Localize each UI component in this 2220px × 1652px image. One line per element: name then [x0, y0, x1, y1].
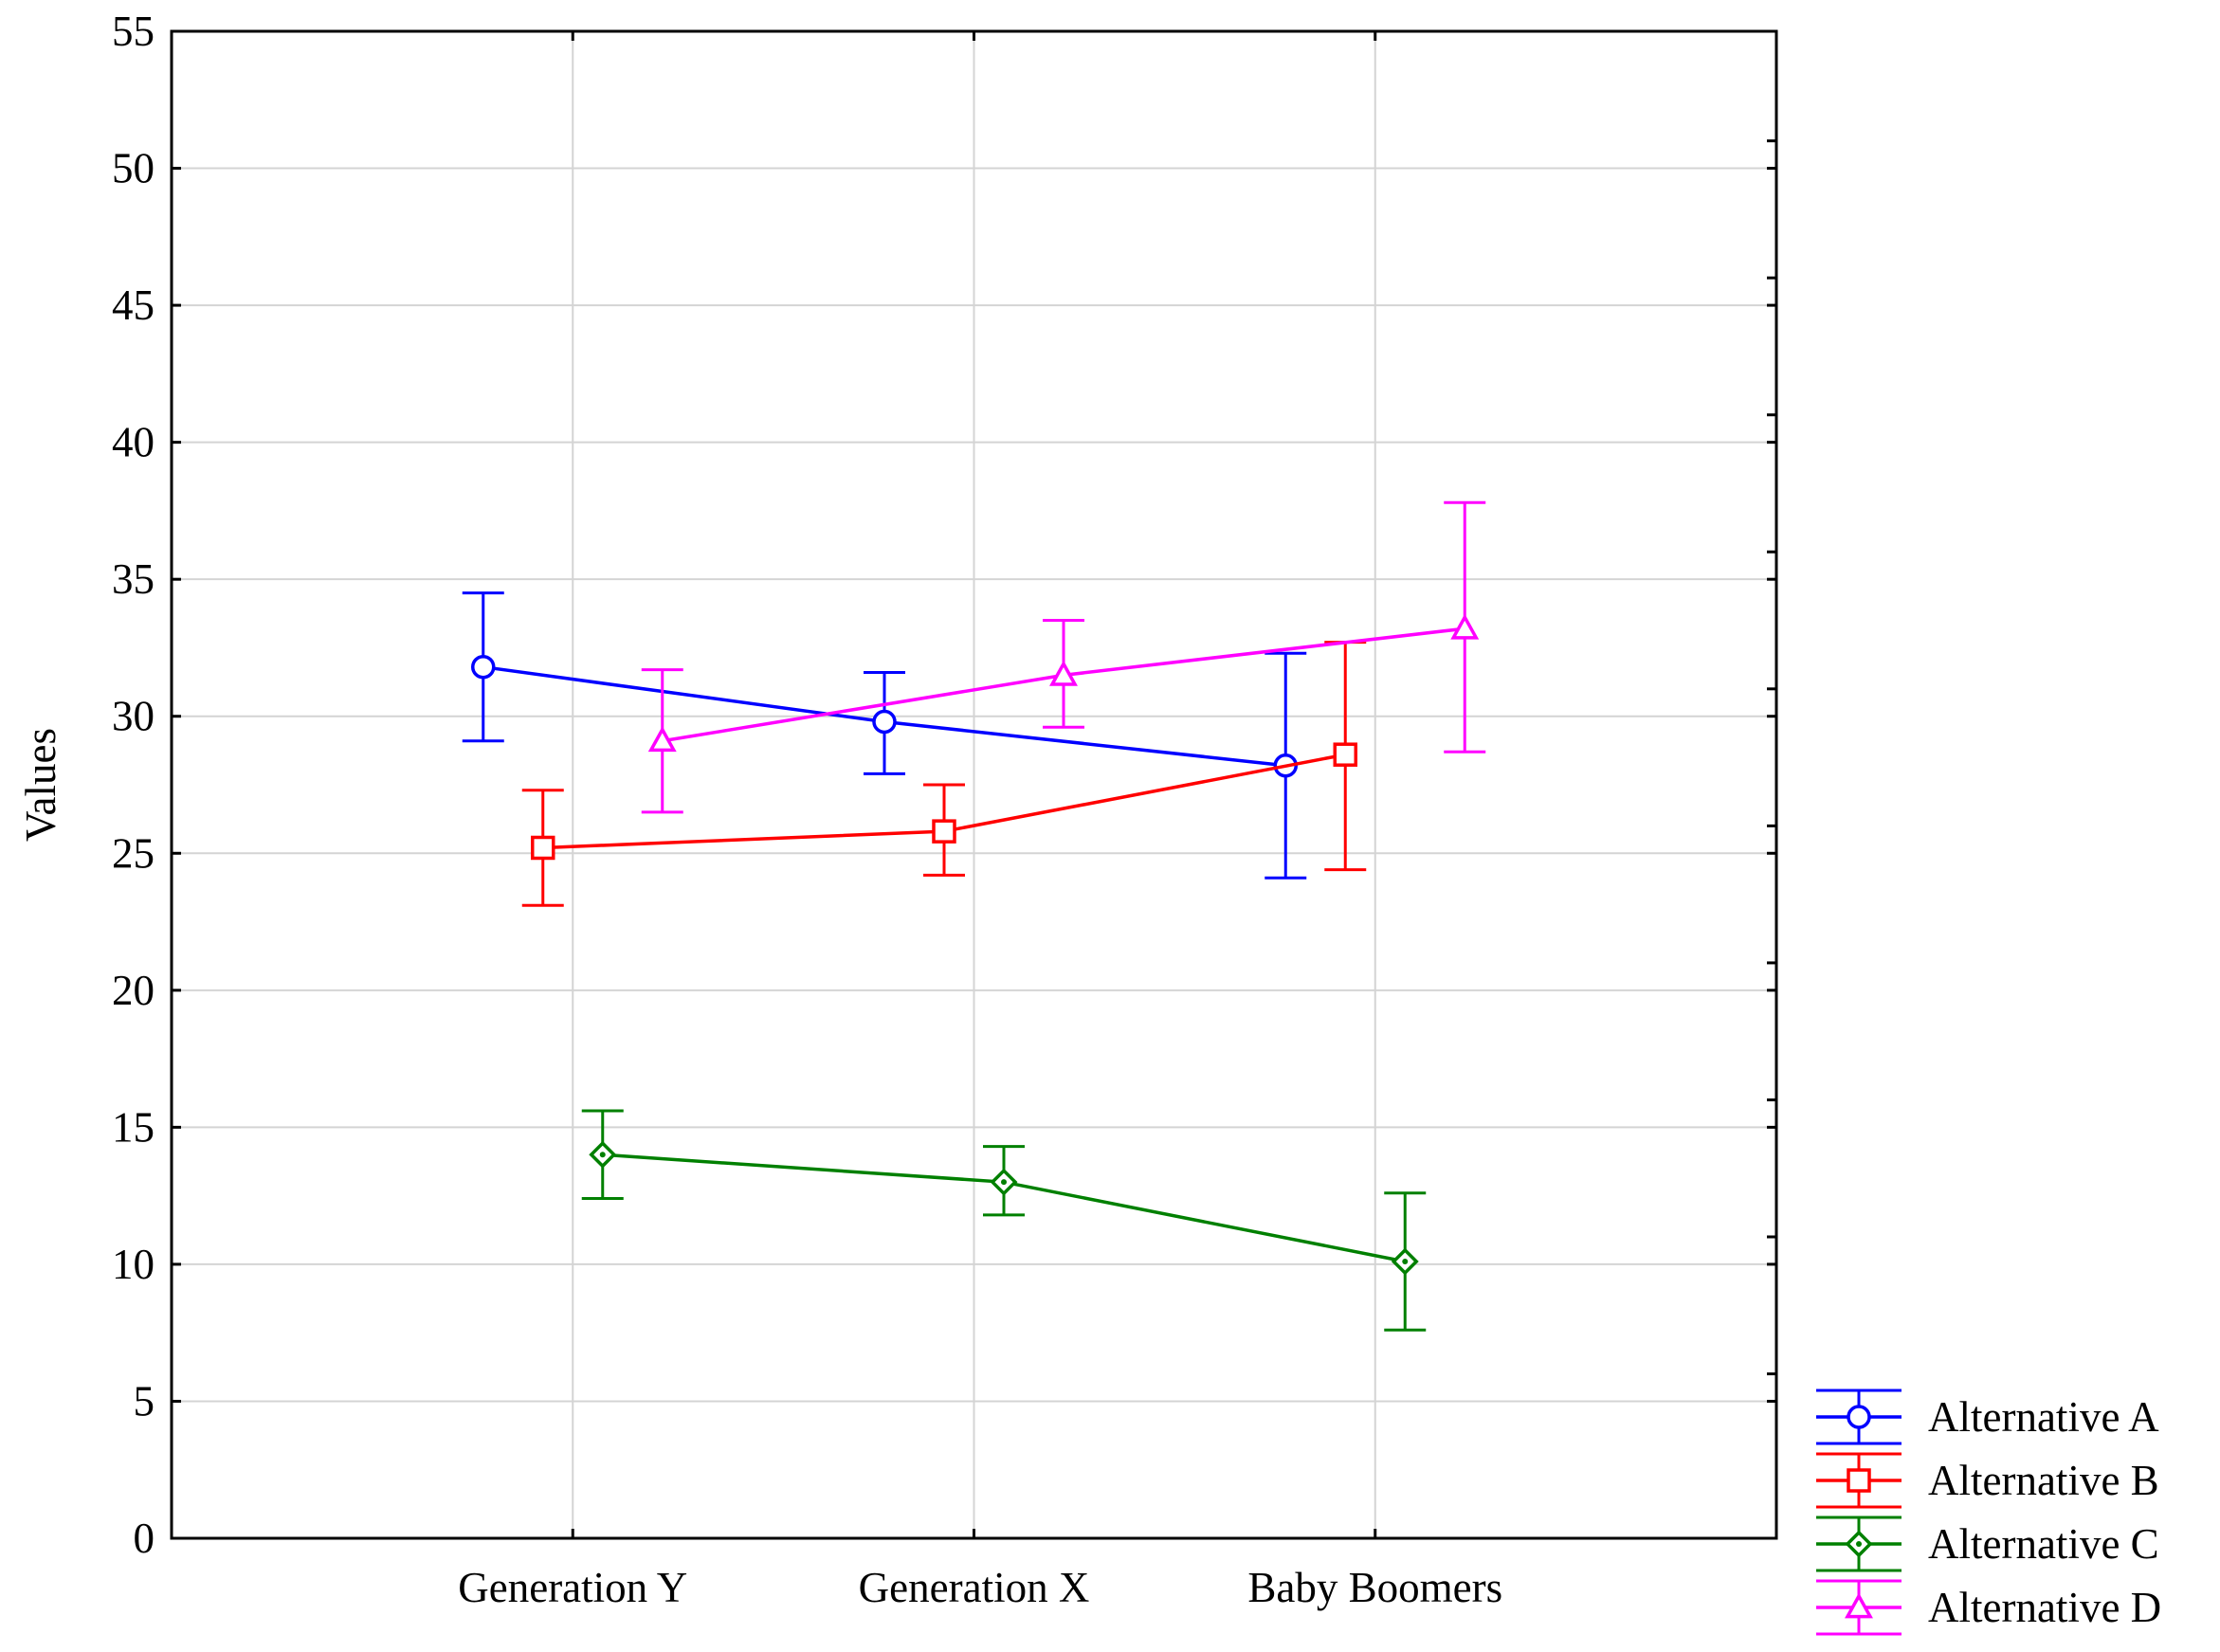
legend-label: Alternative A [1928, 1393, 2159, 1441]
y-tick-label: 0 [134, 1515, 155, 1562]
series-alternative-b [521, 641, 1367, 907]
legend-marker [1847, 1405, 1871, 1429]
y-tick-label: 10 [112, 1241, 155, 1288]
x-tick-labels: Generation Y Generation X Baby Boomers [458, 1564, 1502, 1611]
y-tick-labels: 0 5 10 15 20 25 30 35 40 45 50 55 [112, 8, 155, 1562]
legend: Alternative A Alternative B Alternative C A… [1816, 1389, 2161, 1636]
y-tick-label: 55 [112, 8, 155, 55]
data-point [932, 819, 956, 844]
y-tick-label: 15 [112, 1103, 155, 1151]
series-alternative-a [462, 591, 1307, 880]
data-point [872, 709, 897, 735]
y-axis-title: Values [17, 728, 64, 842]
data-point [531, 835, 555, 861]
y-tick-label: 40 [112, 419, 155, 466]
data-point-center [1402, 1259, 1409, 1265]
y-tick-label: 50 [112, 145, 155, 192]
axis-ticks [172, 29, 1776, 1540]
data-point-center [1001, 1179, 1007, 1186]
x-tick-label: Generation Y [458, 1564, 687, 1611]
y-tick-label: 30 [112, 693, 155, 740]
legend-item: Alternative B [1816, 1452, 2159, 1509]
legend-marker-center [1856, 1541, 1862, 1547]
legend-label: Alternative B [1928, 1457, 2159, 1504]
series-alternative-d [641, 500, 1486, 814]
legend-item: Alternative D [1816, 1579, 2161, 1636]
grid [172, 31, 1776, 1538]
y-tick-label: 5 [134, 1377, 155, 1425]
legend-label: Alternative C [1928, 1520, 2159, 1568]
y-tick-label: 45 [112, 281, 155, 329]
data-point [1450, 613, 1480, 640]
y-tick-label: 20 [112, 967, 155, 1014]
legend-marker [1845, 1592, 1873, 1619]
data-point [1049, 660, 1078, 686]
y-tick-label: 25 [112, 829, 155, 877]
legend-item: Alternative A [1816, 1389, 2159, 1445]
data-point [471, 654, 496, 680]
data-point [1333, 742, 1357, 767]
legend-marker [1847, 1468, 1871, 1493]
series [462, 500, 1486, 1332]
legend-item: Alternative C [1816, 1516, 2159, 1572]
x-tick-label: Baby Boomers [1247, 1564, 1502, 1611]
data-point-center [599, 1152, 606, 1158]
y-tick-label: 35 [112, 555, 155, 603]
x-tick-label: Generation X [859, 1564, 1090, 1611]
data-point [647, 726, 677, 753]
series-alternative-c [581, 1109, 1427, 1332]
legend-label: Alternative D [1928, 1584, 2161, 1631]
